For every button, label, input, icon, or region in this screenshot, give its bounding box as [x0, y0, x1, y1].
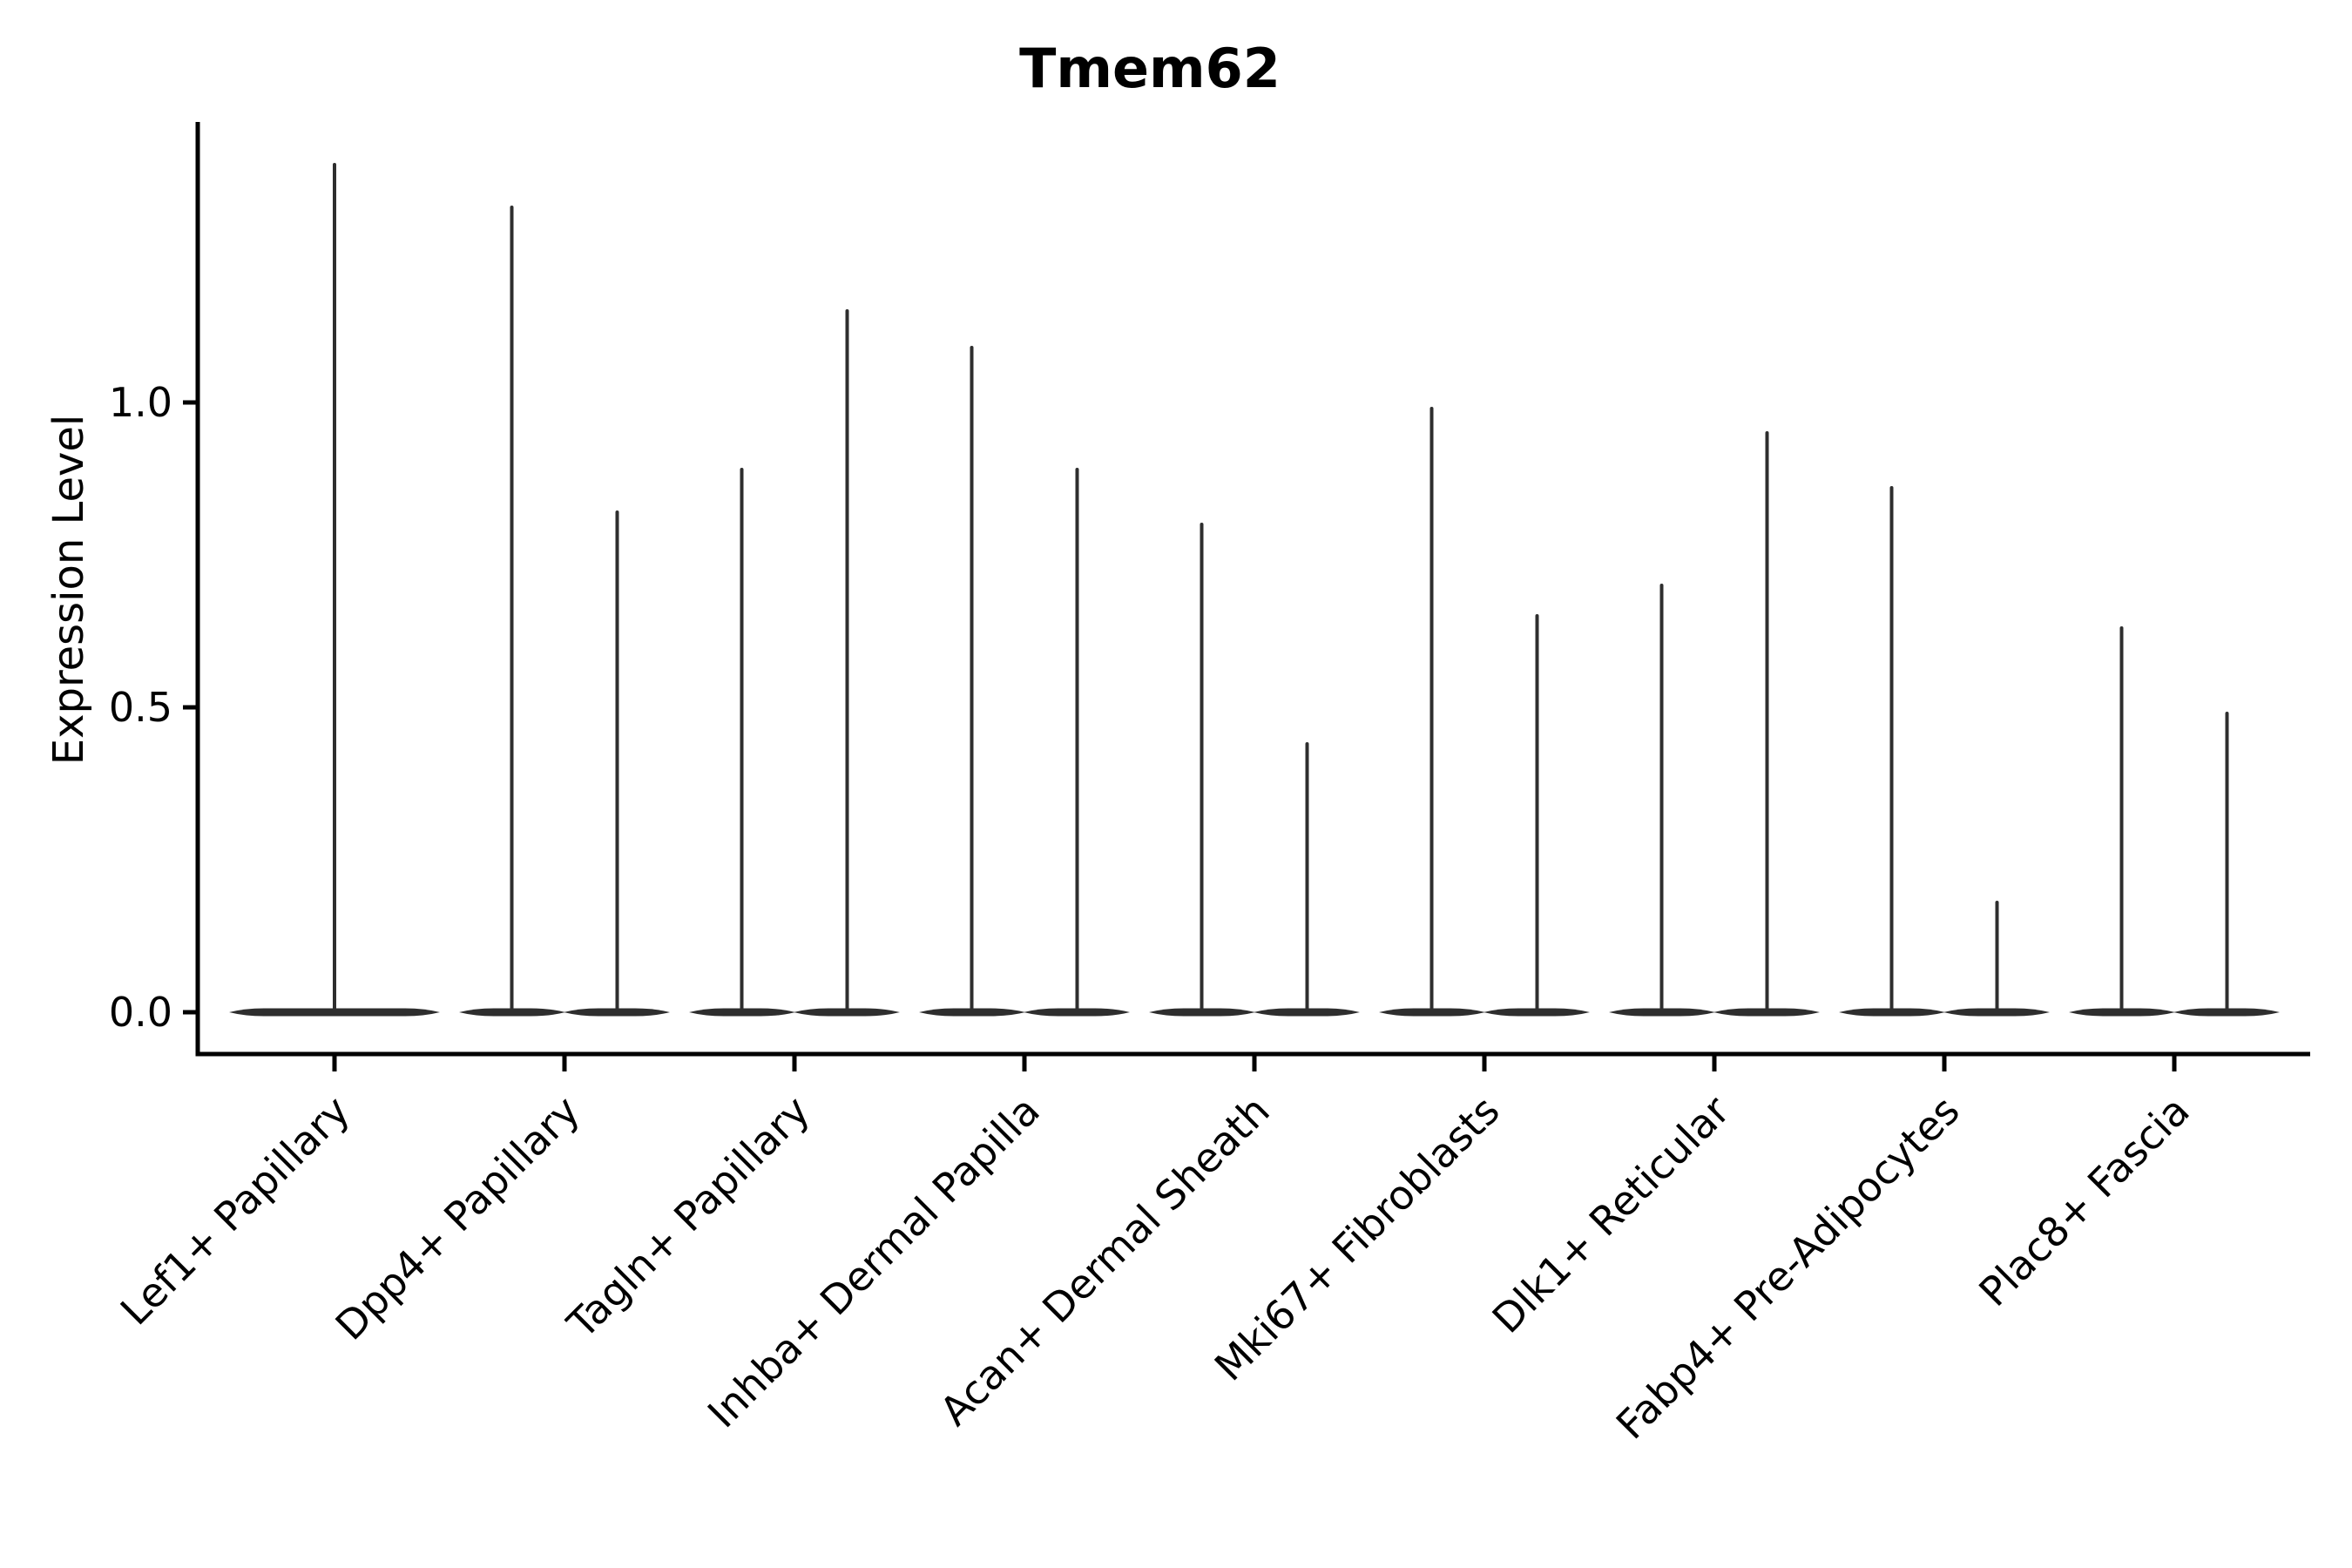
violin-body: [1379, 1008, 1485, 1017]
x-tick-label: Plac8+ Fascia: [1970, 1087, 2198, 1315]
violin-body: [1254, 1008, 1360, 1017]
violin-category: [1609, 431, 1820, 1017]
violin-category: [229, 163, 440, 1017]
violin-body: [459, 1008, 565, 1017]
x-tick-label: Tagln+ Papillary: [558, 1087, 819, 1348]
violin-body: [689, 1008, 795, 1017]
violin-body: [564, 1008, 670, 1017]
x-tick-label: Dlk1+ Reticular: [1484, 1087, 1739, 1342]
violin-category: [1839, 486, 2050, 1017]
violin-body: [919, 1008, 1025, 1017]
violin-body: [794, 1008, 900, 1017]
y-tick-label: 1.0: [109, 379, 172, 426]
violin-body: [1149, 1008, 1255, 1017]
violin-body: [1484, 1008, 1590, 1017]
violin-body: [1943, 1008, 2050, 1017]
violin-body: [1713, 1008, 1820, 1017]
y-axis-label: Expression Level: [44, 415, 93, 766]
y-tick-label: 0.5: [109, 684, 172, 731]
x-tick-label: Dpp4+ Papillary: [327, 1087, 589, 1349]
violin-category: [2069, 626, 2280, 1017]
x-tick-label: Lef1+ Papillary: [112, 1087, 359, 1335]
violin-body: [2069, 1008, 2175, 1017]
violins-layer: [229, 163, 2280, 1017]
violin-category: [459, 206, 670, 1017]
violin-body: [1839, 1008, 1945, 1017]
y-tick-label: 0.0: [109, 989, 172, 1036]
violin-category: [689, 309, 900, 1017]
violin-body: [1024, 1008, 1130, 1017]
y-ticks-layer: 0.0 0.5 1.0: [109, 379, 198, 1036]
violin-category: [1149, 523, 1360, 1017]
violin-body: [1609, 1008, 1715, 1017]
violin-body: [2173, 1008, 2280, 1017]
chart-title: Tmem62: [1019, 37, 1281, 100]
violin-category: [919, 346, 1130, 1017]
violin-category: [1379, 407, 1590, 1017]
